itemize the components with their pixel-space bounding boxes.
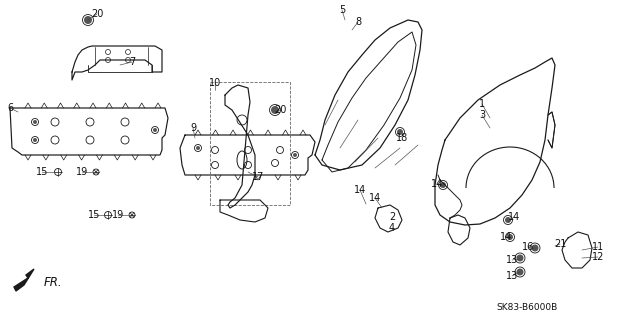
Circle shape: [84, 16, 92, 24]
Text: 5: 5: [339, 5, 345, 15]
Circle shape: [33, 138, 37, 142]
Circle shape: [33, 120, 37, 124]
Circle shape: [531, 244, 538, 251]
Circle shape: [505, 217, 511, 223]
Text: 8: 8: [355, 17, 361, 27]
Text: 16: 16: [522, 242, 534, 252]
Text: 4: 4: [389, 223, 395, 233]
Text: 11: 11: [592, 242, 604, 252]
Circle shape: [293, 153, 297, 157]
Text: 13: 13: [506, 255, 518, 265]
Text: 7: 7: [129, 57, 135, 67]
Text: 14: 14: [431, 179, 443, 189]
Text: 15: 15: [88, 210, 100, 220]
Text: 2: 2: [389, 212, 395, 222]
Text: 14: 14: [369, 193, 381, 203]
Text: 13: 13: [506, 271, 518, 281]
Text: 12: 12: [592, 252, 604, 262]
Text: 9: 9: [190, 123, 196, 133]
Text: 20: 20: [91, 9, 103, 19]
Text: 3: 3: [479, 110, 485, 120]
Text: 21: 21: [554, 239, 566, 249]
Text: 20: 20: [274, 105, 286, 115]
Text: 19: 19: [76, 167, 88, 177]
Circle shape: [440, 182, 446, 188]
Circle shape: [516, 255, 524, 262]
Text: 10: 10: [209, 78, 221, 88]
Circle shape: [271, 106, 279, 114]
Circle shape: [196, 146, 200, 150]
Text: 14: 14: [500, 232, 512, 242]
Text: 17: 17: [252, 172, 264, 182]
Circle shape: [507, 234, 513, 240]
Text: 18: 18: [396, 133, 408, 143]
Polygon shape: [14, 269, 34, 291]
Text: 1: 1: [479, 99, 485, 109]
Text: SK83-B6000B: SK83-B6000B: [497, 303, 557, 313]
Text: 14: 14: [508, 212, 520, 222]
Text: FR.: FR.: [44, 276, 63, 288]
Circle shape: [153, 128, 157, 132]
Circle shape: [397, 129, 403, 135]
Text: 15: 15: [36, 167, 48, 177]
Text: 19: 19: [112, 210, 124, 220]
Text: 6: 6: [7, 103, 13, 113]
Text: 14: 14: [354, 185, 366, 195]
Circle shape: [516, 269, 524, 276]
